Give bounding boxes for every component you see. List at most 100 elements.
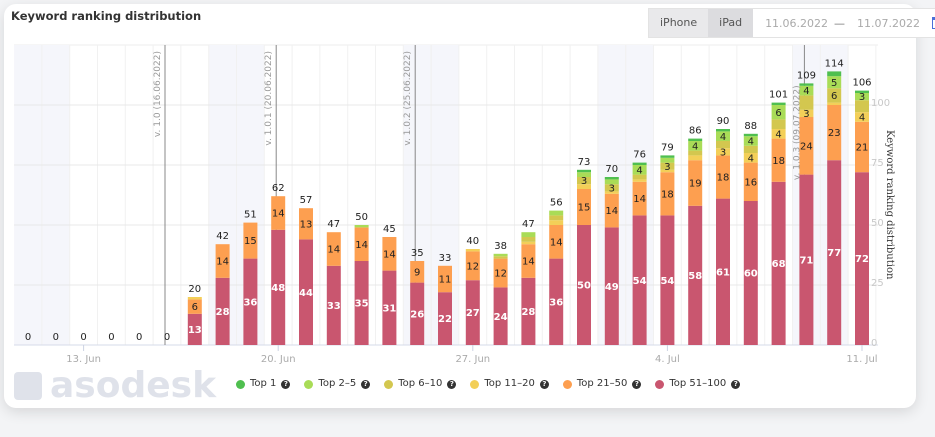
total-label: 88 [744,121,757,132]
help-icon[interactable]: ? [731,379,741,389]
bar-segment-top-6-10 [799,95,814,110]
device-ipad-button[interactable]: iPad [708,9,754,37]
bar-segment-top-21-50 [438,265,452,293]
bar-segment-top-11-20 [743,153,758,163]
bar-segment-top-51-100 [743,201,758,345]
bar-segment-top-51-100 [827,160,842,345]
bar-segment-top-21-50 [410,261,425,283]
bar-segment-top-51-100 [243,258,258,345]
legend-item[interactable]: Top 21–50? [562,378,642,390]
asodesk-logo-icon [14,372,42,400]
bar-segment-top-51-100 [604,227,619,345]
bar-segment-top-11-20 [855,112,869,122]
bar-segment-top-51-100 [382,270,397,345]
total-label: 0 [164,332,170,343]
segment-label: 27 [466,308,480,319]
segment-label: 6 [831,91,837,102]
help-icon[interactable]: ? [539,379,549,389]
total-label: 51 [244,210,257,221]
x-tick-label: 4. Jul [655,354,680,365]
total-label: 62 [272,183,285,194]
segment-label: 16 [744,177,757,188]
y-tick-label: 25 [871,278,884,289]
segment-label: 61 [716,267,730,278]
bar-segment-top-6-10 [604,184,619,192]
segment-label: 26 [410,309,424,320]
help-icon[interactable]: ? [361,379,371,389]
legend-item[interactable]: Top 2–5? [304,378,371,390]
bar-segment-top-21-50 [771,138,786,182]
chart-card [4,4,916,408]
date-to[interactable]: 11.07.2022 [857,16,921,30]
total-label: 114 [825,58,844,69]
bar-segment-top-21-50 [326,232,341,266]
bar-segment-top-51-100 [799,174,814,345]
legend-label: Top 51–100 [669,378,727,389]
bar-segment-top-21-50 [604,193,619,228]
segment-label: 50 [577,281,591,292]
help-icon[interactable]: ? [281,379,291,389]
bar-segment-top-2-5 [855,93,869,101]
total-label: 40 [466,236,479,247]
date-from[interactable]: 11.06.2022 [765,16,829,30]
help-icon[interactable]: ? [632,379,642,389]
segment-label: 4 [748,137,754,148]
segment-label: 28 [521,307,535,318]
segment-label: 19 [689,179,702,190]
bar-segment-top-21-50 [632,181,647,216]
x-tick-label: 11. Jul [846,354,877,365]
legend-item[interactable]: Top 11–20? [470,378,549,390]
legend-item[interactable]: Top 1? [236,378,291,390]
bar-segment-top-2-5 [827,76,842,89]
legend-item[interactable]: Top 6–10? [384,378,457,390]
calendar-icon[interactable] [932,17,935,29]
total-label: 45 [383,224,396,235]
bar-segment-top-2-5 [493,253,508,257]
bar-segment-top-21-50 [827,105,842,161]
segment-label: 48 [271,283,285,294]
bar-segment-top-11-20 [771,129,786,139]
segment-label: 9 [414,267,420,278]
segment-label: 14 [383,249,396,260]
bar-segment-top-2-5 [799,85,814,96]
device-iphone-button[interactable]: iPhone [649,9,709,37]
bar-segment-top-51-100 [577,225,591,345]
legend-label: Top 21–50 [576,378,628,389]
bar-segment-top-11-20 [577,184,591,189]
total-label: 79 [661,142,674,153]
total-label: 47 [522,219,535,230]
segment-label: 4 [720,132,726,143]
total-label: 42 [216,231,229,242]
legend-dot-icon [236,379,245,389]
version-label: v. 1.0.1 (20.06.2022) [264,51,274,146]
bar-segment-top-21-50 [243,222,258,259]
total-label: 0 [25,332,31,343]
total-label: 70 [605,164,618,175]
total-label: 76 [633,150,646,161]
bar-segment-top-51-100 [688,205,703,345]
help-icon[interactable]: ? [447,379,457,389]
legend-item[interactable]: Top 51–100? [655,378,741,390]
bar-segment-top-1 [799,83,814,86]
bar-segment-top-51-100 [410,282,425,345]
segment-label: 14 [522,257,535,268]
y-tick-label: 0 [871,338,877,349]
segment-label: 3 [664,162,670,173]
legend-label: Top 2–5 [318,378,357,389]
legend-dot-icon [384,379,394,389]
chart-title: Keyword ranking distribution [11,9,202,23]
bar-segment-top-21-50 [299,208,313,240]
legend-dot-icon [562,379,572,389]
asodesk-watermark: asodesk [14,368,216,404]
bar-segment-top-21-50 [660,172,675,216]
bar-segment-top-2-5 [354,225,369,228]
bar-segment-top-21-50 [577,189,591,225]
bar-segment-top-6-10 [660,162,675,170]
segment-label: 18 [717,173,730,184]
segment-label: 3 [581,176,587,187]
segment-label: 44 [299,288,313,299]
bar-segment-top-51-100 [299,239,313,345]
bar-segment-top-1 [632,162,647,165]
bar-segment-top-21-50 [354,227,369,261]
bar-segment-top-11-20 [549,220,564,225]
